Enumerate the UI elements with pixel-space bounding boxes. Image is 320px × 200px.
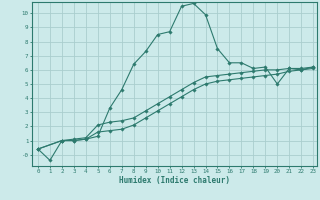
X-axis label: Humidex (Indice chaleur): Humidex (Indice chaleur)	[119, 176, 230, 185]
